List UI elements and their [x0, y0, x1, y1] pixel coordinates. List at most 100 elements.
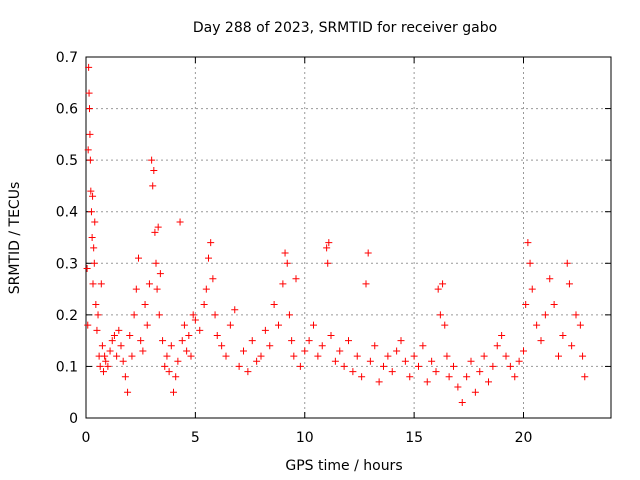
data-point — [522, 301, 530, 309]
data-point — [110, 331, 118, 339]
data-point — [150, 166, 158, 174]
data-point — [213, 331, 221, 339]
data-point — [581, 373, 589, 381]
data-point — [331, 357, 339, 365]
data-point — [559, 331, 567, 339]
data-point — [301, 347, 309, 355]
data-point — [148, 156, 156, 164]
data-point — [506, 362, 514, 370]
y-tick-label: 0 — [69, 411, 78, 427]
data-point — [279, 280, 287, 288]
data-point — [318, 342, 326, 350]
data-point — [84, 146, 92, 154]
data-point — [151, 228, 159, 236]
data-point — [349, 368, 357, 376]
data-point — [296, 362, 304, 370]
data-point — [172, 373, 180, 381]
data-point — [537, 337, 545, 345]
data-point — [209, 275, 217, 283]
data-point — [285, 311, 293, 319]
data-point — [288, 337, 296, 345]
data-point — [489, 362, 497, 370]
chart-title: Day 288 of 2023, SRMTID for receiver gab… — [193, 20, 497, 36]
data-point — [393, 347, 401, 355]
data-point — [546, 275, 554, 283]
data-point — [281, 249, 289, 257]
data-point — [235, 362, 243, 370]
data-point — [90, 244, 98, 252]
data-point — [96, 362, 104, 370]
data-point — [88, 234, 96, 241]
data-point — [200, 301, 208, 309]
data-point — [458, 399, 466, 407]
data-point — [266, 342, 274, 350]
data-point — [270, 301, 278, 309]
x-axis-label: GPS time / hours — [285, 458, 402, 474]
data-point — [124, 388, 132, 396]
data-point — [145, 280, 153, 288]
y-tick-label: 0.7 — [56, 50, 78, 66]
x-tick-label: 5 — [191, 430, 200, 446]
data-point — [91, 218, 99, 226]
data-point — [454, 383, 462, 391]
data-point — [108, 337, 116, 345]
data-point — [163, 352, 171, 360]
data-point — [152, 259, 160, 267]
data-point — [98, 342, 106, 350]
data-point — [550, 301, 558, 309]
data-point — [362, 280, 370, 288]
data-point — [101, 352, 109, 360]
data-point — [366, 357, 374, 365]
data-point — [324, 259, 332, 267]
data-point — [117, 342, 125, 350]
data-point — [353, 352, 361, 360]
data-point — [183, 347, 191, 355]
data-point — [143, 321, 151, 329]
data-point — [128, 352, 136, 360]
data-point — [211, 311, 219, 319]
data-point — [202, 285, 210, 293]
data-point — [167, 342, 175, 350]
data-point — [568, 342, 576, 350]
data-point — [248, 337, 256, 345]
data-point — [154, 223, 162, 231]
y-tick-label: 0.5 — [56, 153, 78, 169]
data-point — [432, 368, 440, 376]
data-point — [526, 259, 534, 267]
data-point — [325, 239, 333, 247]
data-point — [100, 368, 107, 376]
data-point — [441, 321, 449, 329]
data-point — [415, 362, 422, 370]
data-point — [498, 331, 506, 339]
data-point — [336, 347, 344, 355]
data-point — [231, 306, 239, 314]
data-point — [153, 285, 161, 293]
data-point — [443, 352, 451, 360]
data-point — [275, 321, 282, 329]
data-point — [187, 352, 195, 360]
y-axis-label: SRMTID / TECUs — [7, 182, 23, 295]
data-point — [502, 352, 510, 360]
x-tick-label: 20 — [515, 430, 533, 446]
data-point — [292, 275, 300, 283]
data-point — [135, 254, 142, 262]
data-point — [176, 218, 184, 226]
data-point — [434, 285, 442, 293]
data-point — [524, 239, 532, 247]
data-point — [94, 311, 102, 319]
data-point — [397, 337, 405, 345]
data-point — [83, 264, 91, 272]
data-point — [90, 259, 98, 267]
data-point — [388, 368, 396, 376]
data-point — [149, 182, 157, 190]
data-point — [161, 362, 169, 370]
y-ticks: 0 0.1 0.2 0.3 0.4 0.5 0.6 0.7 — [56, 50, 611, 427]
data-point — [85, 63, 93, 71]
data-point — [121, 373, 129, 381]
data-point — [541, 311, 549, 319]
data-point — [85, 89, 93, 97]
data-point — [384, 352, 392, 360]
data-point — [207, 239, 215, 247]
x-tick-label: 15 — [405, 430, 423, 446]
